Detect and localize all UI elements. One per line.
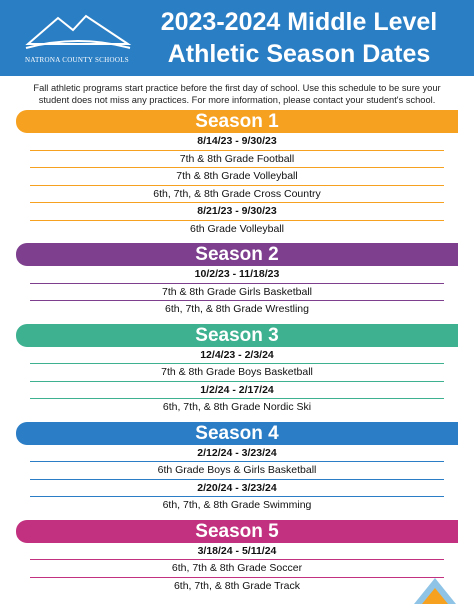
title-line: Athletic Season Dates [167, 40, 431, 68]
sport: 6th, 7th, & 8th Grade Track [173, 579, 301, 592]
season: Season 2 10/2/23 - 11/18/23 7th & 8th Grad… [0, 243, 474, 318]
sport: 6th, 7th, & 8th Grade Swimming [162, 499, 312, 511]
date-range: 8/14/23 - 9/30/23 [30, 133, 444, 151]
logo-mark [25, 14, 132, 49]
date-range: 10/2/23 - 11/18/23 [30, 266, 444, 284]
season: Season 3 12/4/23 - 2/3/24 7th & 8th Grade … [0, 323, 474, 416]
sport: 6th Grade Volleyball [190, 222, 284, 235]
title: 2023-2024 Middle Level Athletic Season D… [134, 6, 464, 70]
title-line: 2023-2024 Middle Level [160, 8, 438, 36]
sport: 6th, 7th & 8th Grade Soccer [30, 560, 444, 578]
sport: 7th & 8th Grade Volleyball [30, 168, 444, 186]
season-bar: Season 5 [16, 519, 458, 543]
intro: Fall athletic programs start practice be… [33, 83, 441, 105]
date-range: 1/2/24 - 2/17/24 [30, 382, 444, 399]
season-bar: Season 3 [16, 323, 458, 347]
footer-logo [414, 578, 456, 604]
date-range: 2/12/24 - 3/23/24 [30, 445, 444, 462]
sport: 7th & 8th Grade Boys Basketball [30, 364, 444, 382]
sport: 7th & 8th Grade Girls Basketball [30, 284, 444, 301]
season-bar: Season 4 [16, 421, 458, 445]
season: Season 5 3/18/24 - 5/11/24 6th, 7th & 8th … [0, 519, 474, 595]
date-range: 8/21/23 - 9/30/23 [30, 203, 444, 221]
header: NATRONA COUNTY SCHOOLS 2023-2024 Middle … [0, 0, 474, 76]
season-bar: Season 2 [16, 243, 458, 266]
sport: 7th & 8th Grade Football [30, 151, 444, 168]
season: Season 1 8/14/23 - 9/30/23 7th & 8th Grade… [0, 110, 474, 237]
date-range: 12/4/23 - 2/3/24 [30, 347, 444, 364]
sport: 6th, 7th, & 8th Grade Wrestling [165, 303, 309, 315]
season: Season 4 2/12/24 - 3/23/24 6th Grade Boys … [0, 421, 474, 514]
logo-text: NATRONA COUNTY SCHOOLS [25, 56, 129, 64]
season-bar: Season 1 [16, 110, 458, 133]
sport: 6th, 7th, & 8th Grade Nordic Ski [162, 401, 312, 413]
season-list: Season 1 8/14/23 - 9/30/23 7th & 8th Grade… [0, 110, 474, 600]
sport: 6th Grade Boys & Girls Basketball [30, 462, 444, 480]
date-range: 2/20/24 - 3/23/24 [30, 480, 444, 497]
sport: 6th, 7th, & 8th Grade Cross Country [30, 186, 444, 203]
date-range: 3/18/24 - 5/11/24 [30, 543, 444, 560]
